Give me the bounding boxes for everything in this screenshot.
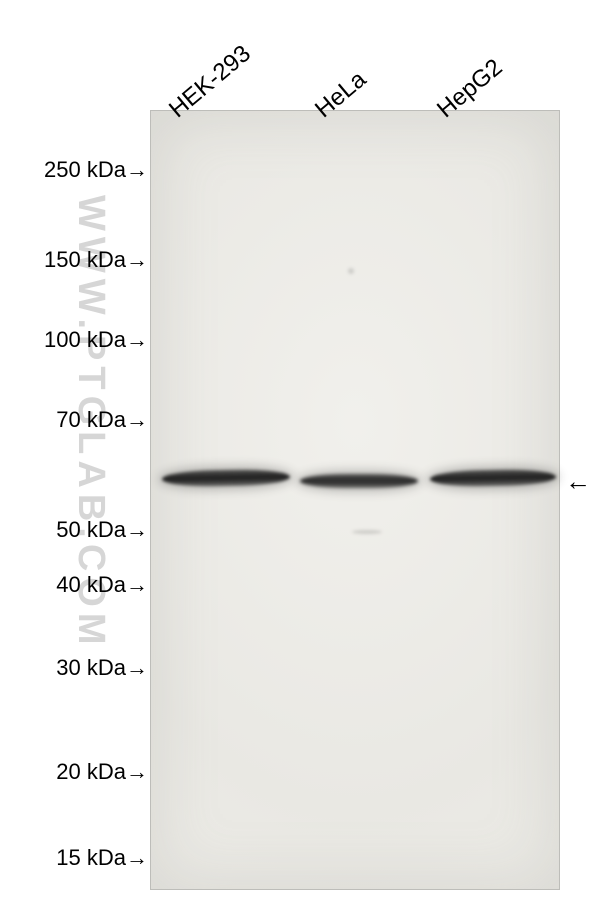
mw-marker-text: 250 kDa [44, 157, 126, 182]
arrow-right-icon: → [126, 157, 148, 182]
mw-marker-text: 15 kDa [56, 845, 126, 870]
mw-marker-label: 20 kDa→ [56, 759, 148, 785]
membrane-smudge [348, 268, 354, 274]
mw-marker-text: 100 kDa [44, 327, 126, 352]
mw-marker-text: 50 kDa [56, 517, 126, 542]
band-indicator-arrow: ← [565, 466, 591, 497]
mw-marker-label: 15 kDa→ [56, 845, 148, 871]
mw-marker-label: 150 kDa→ [44, 247, 148, 273]
arrow-right-icon: → [126, 845, 148, 870]
arrow-right-icon: → [126, 572, 148, 597]
arrow-right-icon: → [126, 407, 148, 432]
mw-marker-label: 70 kDa→ [56, 407, 148, 433]
mw-marker-text: 70 kDa [56, 407, 126, 432]
arrow-right-icon: → [126, 327, 148, 352]
mw-marker-text: 30 kDa [56, 655, 126, 680]
western-blot-figure: WWW.PTGLAB.COM HEK-293HeLaHepG2 250 kDa→… [0, 0, 600, 903]
mw-marker-label: 40 kDa→ [56, 572, 148, 598]
mw-marker-text: 20 kDa [56, 759, 126, 784]
arrow-right-icon: → [126, 247, 148, 272]
mw-marker-text: 40 kDa [56, 572, 126, 597]
mw-marker-label: 250 kDa→ [44, 157, 148, 183]
mw-marker-label: 100 kDa→ [44, 327, 148, 353]
arrow-right-icon: → [126, 655, 148, 680]
blot-border [150, 110, 560, 890]
mw-marker-label: 30 kDa→ [56, 655, 148, 681]
membrane-smudge [352, 530, 382, 534]
arrow-right-icon: → [126, 759, 148, 784]
mw-marker-text: 150 kDa [44, 247, 126, 272]
protein-band [300, 474, 418, 488]
arrow-right-icon: → [126, 517, 148, 542]
mw-marker-label: 50 kDa→ [56, 517, 148, 543]
